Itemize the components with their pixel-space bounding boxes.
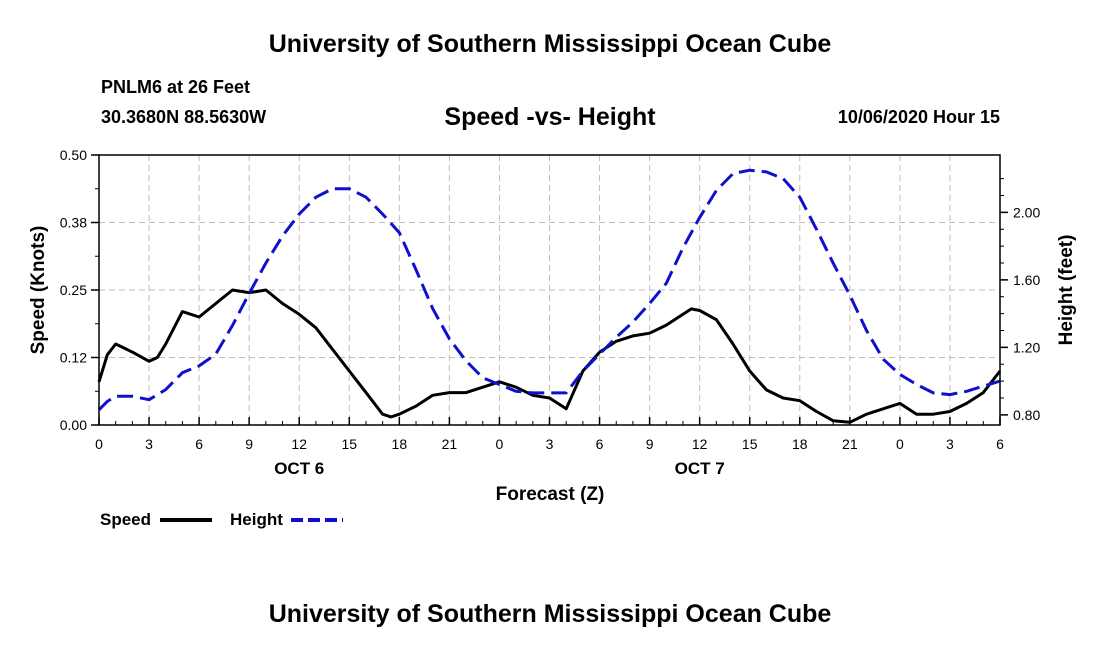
x-tick-label: 18: [392, 436, 408, 452]
y-axis-label-left: Speed (Knots): [28, 226, 49, 355]
y-right-tick-label: 0.80: [1013, 407, 1040, 423]
x-tick-label: 21: [842, 436, 858, 452]
y-right-tick-label: 1.20: [1013, 339, 1040, 355]
y-left-tick-label: 0.00: [60, 417, 87, 433]
x-tick-label: 6: [596, 436, 604, 452]
y-left-tick-label: 0.50: [60, 147, 87, 163]
station-name: PNLM6 at 26 Feet: [101, 77, 251, 97]
x-tick-label: 9: [646, 436, 654, 452]
date-label: OCT 7: [675, 459, 725, 478]
x-tick-label: 18: [792, 436, 808, 452]
y-right-tick-label: 1.60: [1013, 272, 1040, 288]
x-tick-label: 0: [496, 436, 504, 452]
x-tick-label: 12: [291, 436, 307, 452]
x-tick-label: 3: [946, 436, 954, 452]
x-tick-label: 6: [195, 436, 203, 452]
x-tick-label: 12: [692, 436, 708, 452]
legend: Speed Height: [100, 510, 343, 529]
x-tick-label: 3: [546, 436, 554, 452]
x-tick-label: 21: [442, 436, 458, 452]
series-layer: [97, 168, 1002, 424]
x-tick-label: 3: [145, 436, 153, 452]
grid-lines: [98, 154, 1001, 426]
x-tick-label: 6: [996, 436, 1004, 452]
forecast-datetime: 10/06/2020 Hour 15: [837, 107, 1000, 127]
x-tick-label: 0: [95, 436, 103, 452]
x-tick-label: 15: [742, 436, 758, 452]
date-label: OCT 6: [274, 459, 324, 478]
y-left-tick-label: 0.12: [60, 350, 87, 366]
chart-title: Speed -vs- Height: [444, 103, 656, 131]
y-axis-label-right: Height (feet): [1056, 235, 1077, 346]
height-series-line: [97, 168, 1001, 411]
legend-speed-label: Speed: [100, 510, 151, 529]
x-tick-label: 9: [245, 436, 253, 452]
x-axis-label: Forecast (Z): [496, 484, 605, 505]
y-right-tick-label: 2.00: [1013, 204, 1040, 220]
x-tick-label: 0: [896, 436, 904, 452]
footer-title: University of Southern Mississippi Ocean…: [268, 600, 832, 628]
page-title: University of Southern Mississippi Ocean…: [268, 30, 832, 58]
station-coords: 30.3680N 88.5630W: [101, 107, 267, 127]
x-tick-label: 15: [341, 436, 357, 452]
y-left-tick-label: 0.38: [60, 215, 87, 231]
axes: 0 3 6 9 12 15 18 21 0 3 6 9 12 15 18 21 0 3 6 OCT 6 OCT 7 0.0…: [60, 147, 1041, 478]
legend-height-label: Height: [230, 510, 283, 529]
speed-series-line: [97, 288, 1002, 424]
y-left-tick-label: 0.25: [60, 282, 87, 298]
